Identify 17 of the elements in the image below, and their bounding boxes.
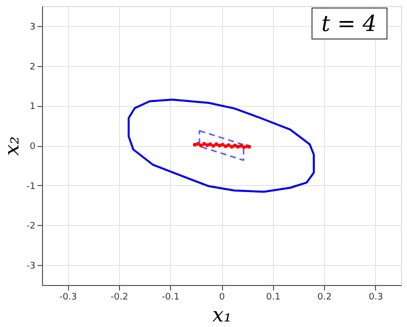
y-tick-label: -3 bbox=[26, 262, 36, 272]
y-tick-label: 1 bbox=[30, 102, 36, 112]
x-tick-label: 0.3 bbox=[368, 292, 384, 302]
y-tick-label: -1 bbox=[26, 182, 36, 192]
x-tick-label: -0.3 bbox=[59, 292, 77, 302]
y-axis-title: x₂ bbox=[0, 136, 24, 156]
y-tick-label: 2 bbox=[30, 62, 36, 72]
y-tick-label: 0 bbox=[30, 142, 36, 152]
y-tick-label: -2 bbox=[26, 222, 36, 232]
x-tick-label: -0.2 bbox=[110, 292, 128, 302]
x-tick-label: 0 bbox=[219, 292, 226, 302]
x-tick-label: 0.1 bbox=[266, 292, 280, 302]
annotation: t = 4 bbox=[321, 12, 377, 37]
x-axis-title: x₁ bbox=[212, 302, 232, 326]
x-tick-label: 0.2 bbox=[317, 292, 332, 302]
y-tick-label: 3 bbox=[30, 22, 36, 32]
x-tick-label: -0.1 bbox=[162, 292, 180, 302]
